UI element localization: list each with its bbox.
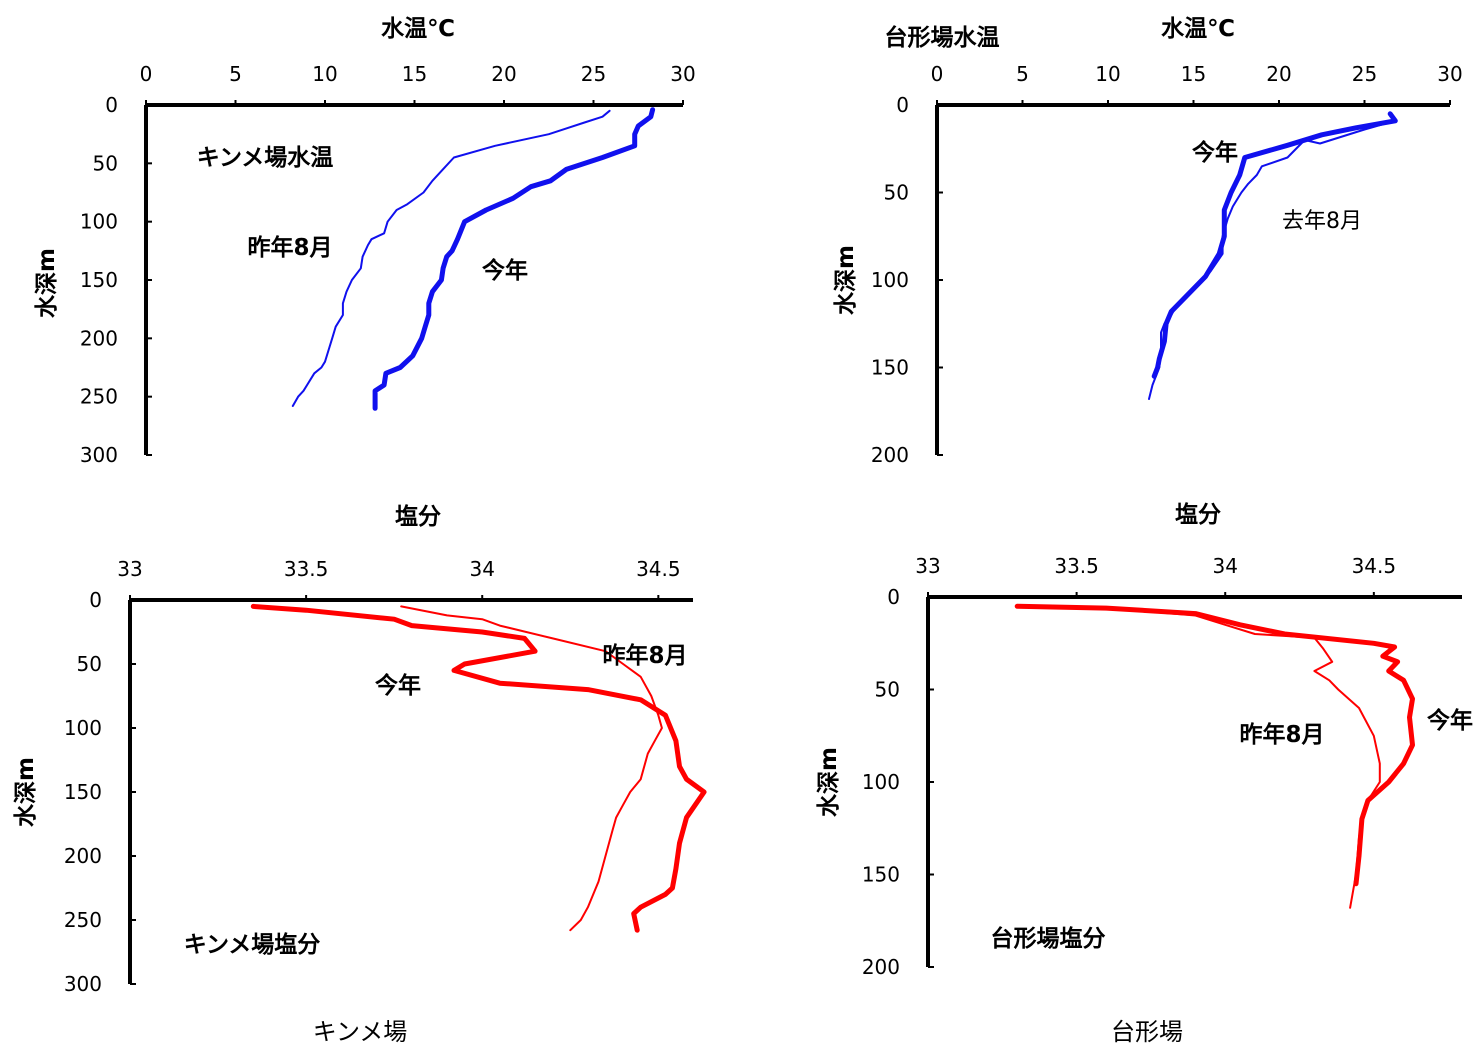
y-tick-label: 150 xyxy=(64,780,102,804)
y-tick-label: 0 xyxy=(887,585,900,609)
y-axis-title: 水深m xyxy=(13,757,39,827)
x-tick-label: 30 xyxy=(1437,62,1462,86)
chart-annotation: 台形場塩分 xyxy=(991,925,1106,952)
x-tick-label: 20 xyxy=(491,62,516,86)
series-label: 昨年8月 xyxy=(247,234,332,261)
x-tick-label: 34.5 xyxy=(1352,554,1397,578)
y-tick-label: 0 xyxy=(89,588,102,612)
x-tick-label: 25 xyxy=(581,62,606,86)
x-tick-label: 20 xyxy=(1266,62,1291,86)
y-tick-label: 200 xyxy=(64,844,102,868)
series-label: 今年 xyxy=(375,672,421,699)
x-tick-label: 15 xyxy=(402,62,427,86)
series-line-last-year xyxy=(1148,114,1397,400)
series-label: 昨年8月 xyxy=(602,642,687,669)
x-tick-label: 30 xyxy=(670,62,695,86)
y-tick-label: 200 xyxy=(80,326,118,350)
chart-title: 台形場水温 xyxy=(885,24,1000,51)
y-tick-label: 200 xyxy=(871,443,909,467)
series-label: 去年8月 xyxy=(1282,209,1362,234)
y-tick-label: 300 xyxy=(64,972,102,996)
y-tick-label: 0 xyxy=(105,93,118,117)
y-tick-label: 50 xyxy=(875,678,900,702)
y-tick-label: 100 xyxy=(871,268,909,292)
y-tick-label: 300 xyxy=(80,443,118,467)
caption-daikei: 台形場 xyxy=(1111,1018,1183,1045)
x-axis-title: 塩分 xyxy=(395,503,441,530)
y-tick-label: 50 xyxy=(884,181,909,205)
series-label: 今年 xyxy=(1427,707,1473,734)
x-tick-label: 5 xyxy=(1016,62,1029,86)
x-tick-label: 33 xyxy=(915,554,940,578)
x-tick-label: 0 xyxy=(140,62,153,86)
x-tick-label: 5 xyxy=(229,62,242,86)
chart-annotation: キンメ場水温 xyxy=(197,145,334,171)
x-tick-label: 33.5 xyxy=(284,557,329,581)
series-line-this-year xyxy=(1014,603,1415,887)
series-line-last-year xyxy=(291,109,611,407)
x-tick-label: 33.5 xyxy=(1054,554,1099,578)
y-tick-label: 100 xyxy=(862,770,900,794)
y-tick-label: 50 xyxy=(77,652,102,676)
series-line-last-year xyxy=(1016,605,1381,909)
x-axis-title: 水温℃ xyxy=(1161,16,1235,42)
y-tick-label: 150 xyxy=(862,863,900,887)
y-tick-label: 250 xyxy=(80,385,118,409)
y-axis-title: 水深m xyxy=(833,245,859,315)
chart-annotation: キンメ場塩分 xyxy=(184,931,321,958)
y-tick-label: 200 xyxy=(862,955,900,979)
caption-kinme: キンメ場 xyxy=(313,1018,408,1045)
x-tick-label: 15 xyxy=(1181,62,1206,86)
series-label: 今年 xyxy=(482,257,528,284)
series-line-this-year xyxy=(1151,111,1398,379)
y-axis-title: 水深m xyxy=(816,747,842,817)
x-tick-label: 34 xyxy=(1212,554,1237,578)
x-axis-title: 塩分 xyxy=(1175,501,1221,528)
x-tick-label: 10 xyxy=(312,62,337,86)
x-axis-title: 水温℃ xyxy=(381,16,455,42)
y-tick-label: 150 xyxy=(871,356,909,380)
x-tick-label: 0 xyxy=(931,62,944,86)
y-tick-label: 150 xyxy=(80,268,118,292)
series-line-this-year xyxy=(250,603,707,933)
y-tick-label: 0 xyxy=(896,93,909,117)
x-tick-label: 25 xyxy=(1352,62,1377,86)
x-tick-label: 10 xyxy=(1095,62,1120,86)
y-tick-label: 100 xyxy=(64,716,102,740)
y-tick-label: 250 xyxy=(64,908,102,932)
x-tick-label: 33 xyxy=(117,557,142,581)
series-line-this-year xyxy=(372,107,656,411)
series-label: 昨年8月 xyxy=(1239,721,1324,748)
x-tick-label: 34.5 xyxy=(636,557,681,581)
y-axis-title: 水深m xyxy=(34,248,60,318)
y-tick-label: 50 xyxy=(93,151,118,175)
x-tick-label: 34 xyxy=(469,557,494,581)
chart-kinme-temperature: 0 5 10 15 20 25 30050100150200250300水温℃水深m昨年8月… xyxy=(34,16,696,467)
series-line-last-year xyxy=(400,605,663,932)
series-label: 今年 xyxy=(1192,139,1238,166)
y-tick-label: 100 xyxy=(80,210,118,234)
